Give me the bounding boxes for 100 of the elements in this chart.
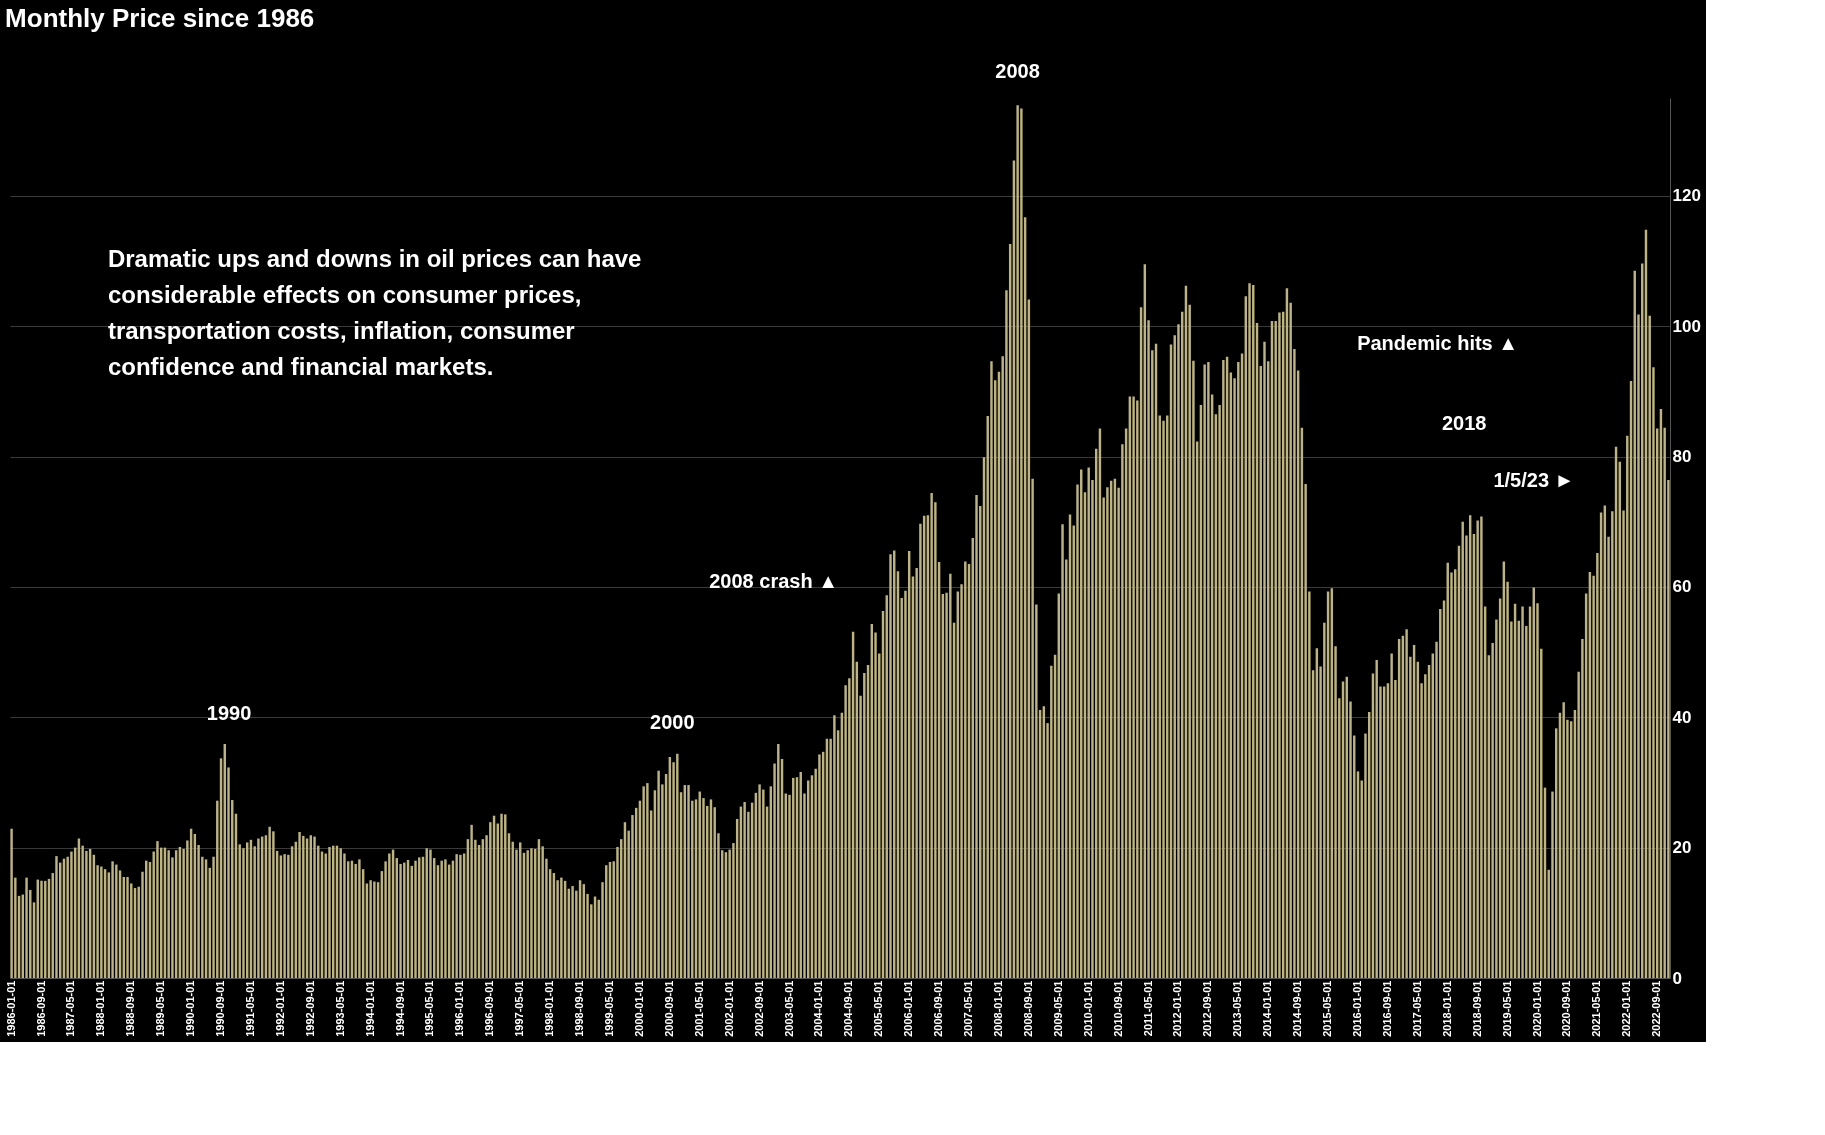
bar <box>1390 653 1393 978</box>
bar <box>1562 702 1565 978</box>
x-tick-label: 2006-01-01 <box>902 980 915 1037</box>
x-tick-label: 2004-09-01 <box>842 980 855 1037</box>
x-tick-label: 1992-09-01 <box>303 980 316 1037</box>
bar <box>1132 396 1135 978</box>
bar <box>25 877 28 978</box>
x-tick-label: 2012-09-01 <box>1201 980 1214 1037</box>
y-tick-label: 80 <box>1672 447 1692 467</box>
bar <box>455 854 458 978</box>
x-tick-label: 1995-05-01 <box>423 980 436 1037</box>
bar <box>1278 312 1281 978</box>
x-tick-label: 1998-01-01 <box>543 980 556 1037</box>
x-tick-label: 2015-05-01 <box>1321 980 1334 1037</box>
bar <box>657 770 660 978</box>
y-tick-label: 0 <box>1672 968 1682 988</box>
x-tick-label: 1989-05-01 <box>154 980 167 1037</box>
bar <box>1263 341 1266 978</box>
bar <box>358 859 361 978</box>
x-tick-label: 1988-01-01 <box>94 980 107 1037</box>
x-tick-label: 1986-01-01 <box>4 980 17 1037</box>
x-tick-label: 1996-01-01 <box>453 980 466 1037</box>
annotation: 2008 crash ▲ <box>709 570 838 592</box>
x-tick-label: 2002-01-01 <box>722 980 735 1037</box>
bar <box>354 863 357 978</box>
annotation: 1990 <box>206 702 252 724</box>
bar <box>526 850 529 978</box>
x-tick-label: 2006-09-01 <box>932 980 945 1037</box>
x-tick-label: 2001-05-01 <box>692 980 705 1037</box>
x-tick-label: 1997-05-01 <box>513 980 526 1037</box>
x-tick-label: 1998-09-01 <box>573 980 586 1037</box>
bar <box>313 836 316 978</box>
bar <box>111 861 114 978</box>
bar <box>1087 467 1090 978</box>
x-tick-label: 1994-09-01 <box>393 980 406 1037</box>
bar <box>55 856 58 978</box>
bar <box>302 835 305 978</box>
bar <box>403 862 406 978</box>
y-tick-label: 100 <box>1672 316 1701 336</box>
x-tick-label: 2018-01-01 <box>1440 980 1453 1037</box>
bar <box>1016 105 1019 978</box>
annotation: Dramatic ups and downs in oil prices can have considerable effects on consumer prices, transportation costs, inflation, consumer confidence and financial markets. <box>107 244 642 380</box>
x-tick-label: 1986-09-01 <box>34 980 47 1037</box>
bar <box>1476 520 1479 978</box>
x-tick-label: 2014-01-01 <box>1261 980 1274 1037</box>
bar <box>369 880 372 978</box>
annotation: Pandemic hits ▲ <box>1357 332 1519 355</box>
x-tick-label: 2017-05-01 <box>1410 980 1423 1037</box>
x-tick-label: 2004-01-01 <box>812 980 825 1037</box>
x-tick-label: 2020-09-01 <box>1560 980 1573 1037</box>
x-tick-label: 1987-05-01 <box>64 980 77 1037</box>
x-tick-label: 2014-09-01 <box>1291 980 1304 1037</box>
bar <box>429 849 432 978</box>
bar <box>1480 516 1483 978</box>
x-tick-label: 2019-05-01 <box>1500 980 1513 1037</box>
x-tick-label: 1993-05-01 <box>333 980 346 1037</box>
x-tick-label: 2008-09-01 <box>1021 980 1034 1037</box>
x-tick-label: 1991-05-01 <box>243 980 256 1037</box>
bar <box>1405 629 1408 978</box>
bar <box>646 783 649 978</box>
x-tick-label: 2012-01-01 <box>1171 980 1184 1037</box>
bar <box>85 850 88 978</box>
bar <box>1461 521 1464 978</box>
bar <box>571 886 574 978</box>
bar <box>642 786 645 978</box>
bar <box>949 573 952 978</box>
bar <box>1375 659 1378 978</box>
bar <box>444 859 447 978</box>
x-tick-label: 2022-09-01 <box>1650 980 1663 1037</box>
annotation: 1/5/23 ► <box>1493 468 1575 491</box>
bar <box>115 864 118 978</box>
bar <box>1061 524 1064 978</box>
bar <box>975 494 978 978</box>
bar <box>1248 283 1251 978</box>
annotation: 2000 <box>650 710 695 733</box>
bar <box>257 838 260 978</box>
x-tick-label: 2011-05-01 <box>1141 980 1154 1037</box>
bar <box>298 831 301 978</box>
bar <box>1203 364 1206 978</box>
bar <box>990 361 993 978</box>
bar <box>167 850 170 978</box>
x-tick-label: 2002-09-01 <box>752 980 765 1037</box>
x-tick-label: 2018-09-01 <box>1470 980 1483 1037</box>
bar <box>1207 362 1210 978</box>
x-tick-label: 2013-05-01 <box>1231 980 1244 1037</box>
y-tick-label: 60 <box>1672 577 1692 597</box>
bar <box>156 841 159 978</box>
x-tick-label: 2022-01-01 <box>1620 980 1633 1037</box>
bar <box>1521 606 1524 978</box>
bar <box>66 856 69 978</box>
bar <box>687 785 690 978</box>
x-tick-label: 1988-09-01 <box>124 980 137 1037</box>
bar <box>100 866 103 978</box>
bar <box>560 877 563 978</box>
x-tick-label: 1996-09-01 <box>483 980 496 1037</box>
x-tick-label: 1999-05-01 <box>602 980 615 1037</box>
bar <box>440 860 443 978</box>
y-tick-label: 20 <box>1672 838 1692 858</box>
x-tick-label: 1994-01-01 <box>363 980 376 1037</box>
x-tick-label: 1990-01-01 <box>184 980 197 1037</box>
